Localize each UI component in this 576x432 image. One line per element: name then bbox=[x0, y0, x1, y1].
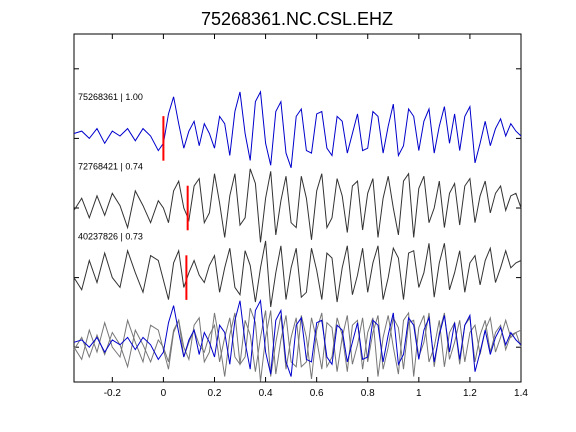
x-tick-label: 1.4 bbox=[514, 388, 528, 399]
waveform-trace-1 bbox=[73, 90, 522, 168]
x-tick-label: 0.8 bbox=[361, 388, 375, 399]
x-tick-label: 0 bbox=[161, 388, 167, 399]
pick-markers bbox=[162, 116, 189, 300]
chart-title: 75268361.NC.CSL.EHZ bbox=[201, 9, 393, 29]
plot-area: -0.2 0 0.2 0.4 0.6 0.8 1 1.2 1.4 75268361 | 1.00… bbox=[73, 33, 528, 399]
waveform-trace-2 bbox=[73, 168, 522, 243]
x-tick-label: -0.2 bbox=[104, 388, 122, 399]
x-tick-label: 1 bbox=[416, 388, 422, 399]
waveform-traces bbox=[73, 90, 522, 382]
overlay-trace-3 bbox=[73, 310, 522, 377]
x-tick-label: 1.2 bbox=[463, 388, 477, 399]
waveform-trace-3 bbox=[73, 240, 522, 308]
trace-label-1: 75268361 | 1.00 bbox=[78, 92, 143, 102]
overlay-trace-2 bbox=[73, 307, 522, 382]
x-tick-label: 0.2 bbox=[208, 388, 222, 399]
trace-label-3: 40237826 | 0.73 bbox=[78, 231, 143, 241]
trace-label-2: 72768421 | 0.74 bbox=[78, 162, 143, 172]
trace-labels: 75268361 | 1.00 72768421 | 0.74 40237826 |… bbox=[78, 92, 143, 241]
overlay-trace-1 bbox=[73, 298, 522, 377]
axis-ticks: -0.2 0 0.2 0.4 0.6 0.8 1 1.2 1.4 bbox=[74, 34, 528, 399]
x-tick-label: 0.6 bbox=[310, 388, 324, 399]
x-tick-label: 0.4 bbox=[259, 388, 273, 399]
